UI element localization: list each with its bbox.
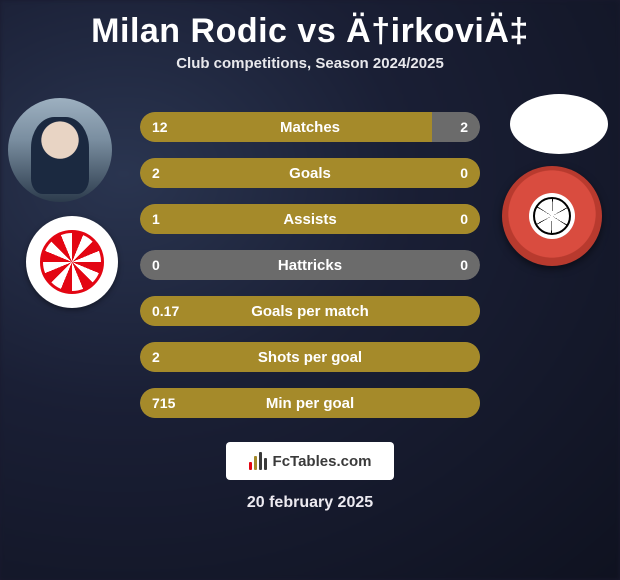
bar-chart-icon xyxy=(249,452,267,470)
player-1-avatar xyxy=(8,98,112,202)
metric-label: Hattricks xyxy=(140,257,480,274)
source-logo: FcTables.com xyxy=(226,442,394,480)
metric-bars: 122Matches 20Goals 10Assists 00Hattricks 0.1… xyxy=(140,112,480,418)
comparison-card: Milan Rodic vs Ä†irkoviÄ‡ Club competiti… xyxy=(0,0,620,580)
metric-bar: 122Matches xyxy=(140,112,480,142)
metric-label: Min per goal xyxy=(140,395,480,412)
player-2-avatar xyxy=(510,94,608,154)
metric-label: Goals xyxy=(140,165,480,182)
player-2-club-badge xyxy=(502,166,602,266)
metric-label: Matches xyxy=(140,119,480,136)
metric-bar: 20Goals xyxy=(140,158,480,188)
source-brand-text: FcTables.com xyxy=(273,453,372,470)
metric-bar: 10Assists xyxy=(140,204,480,234)
crvena-zvezda-crest-icon xyxy=(40,230,104,294)
metric-label: Goals per match xyxy=(140,303,480,320)
comparison-stage: 122Matches 20Goals 10Assists 00Hattricks 0.1… xyxy=(0,94,620,424)
player-1-club-badge xyxy=(26,216,118,308)
page-subtitle: Club competitions, Season 2024/2025 xyxy=(0,55,620,72)
metric-label: Assists xyxy=(140,211,480,228)
metric-bar: 0.17Goals per match xyxy=(140,296,480,326)
metric-bar: 00Hattricks xyxy=(140,250,480,280)
metric-bar: 2Shots per goal xyxy=(140,342,480,372)
snapshot-date: 20 february 2025 xyxy=(0,494,620,512)
metric-bar: 715Min per goal xyxy=(140,388,480,418)
metric-label: Shots per goal xyxy=(140,349,480,366)
napredak-crest-icon xyxy=(529,193,575,239)
page-title: Milan Rodic vs Ä†irkoviÄ‡ xyxy=(0,12,620,51)
